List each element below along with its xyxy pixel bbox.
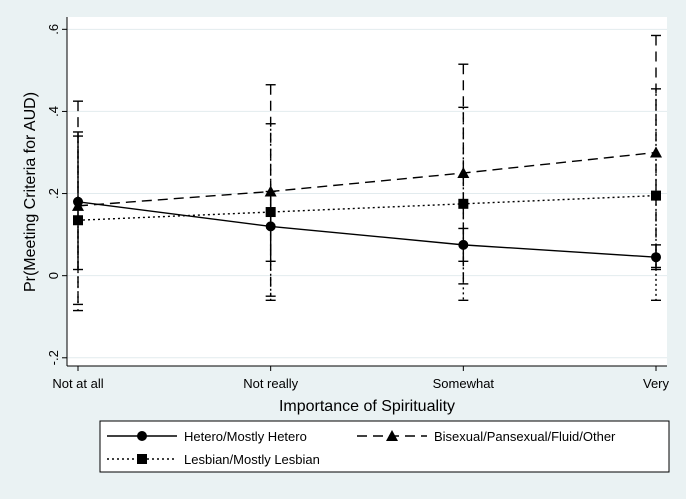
series-2 — [73, 88, 661, 306]
legend-items: Hetero/Mostly Hetero Bisexual/Pansexual/F… — [107, 429, 616, 467]
data-point-2-2 — [458, 198, 469, 209]
x-tick-label-0: Not at all — [52, 376, 103, 391]
plot-area — [67, 17, 667, 366]
y-axis-title: Pr(Meeting Criteria for AUD) — [22, 92, 39, 292]
series-layer — [72, 34, 662, 312]
series-line-1 — [77, 151, 657, 207]
x-tick-label-1: Not really — [243, 376, 298, 391]
legend-item-2: Lesbian/Mostly Lesbian — [107, 452, 320, 467]
y-tick-label-4: .6 — [46, 24, 61, 35]
legend-marker-2 — [137, 454, 147, 464]
data-point-1-0 — [72, 199, 84, 211]
y-tick-label-1: 0 — [46, 272, 61, 279]
series-line-2 — [77, 194, 657, 221]
data-point-0-3 — [651, 252, 661, 263]
y-tick-label-3: .4 — [46, 106, 61, 117]
legend-label-0: Hetero/Mostly Hetero — [184, 429, 307, 444]
data-point-1-3 — [650, 146, 662, 158]
x-axis-title: Importance of Spirituality — [279, 398, 455, 415]
legend-label-2: Lesbian/Mostly Lesbian — [184, 452, 320, 467]
y-tick-label-2: .2 — [46, 188, 61, 199]
legend-marker-0 — [137, 431, 147, 441]
legend-marker-1 — [386, 430, 398, 441]
x-tick-label-3: Very — [643, 376, 670, 391]
grid-layer — [67, 28, 667, 359]
legend-item-0: Hetero/Mostly Hetero — [107, 429, 307, 444]
data-point-2-0 — [73, 215, 83, 226]
x-tick-label-2: Somewhat — [433, 376, 495, 391]
data-point-2-3 — [651, 190, 661, 201]
legend: Hetero/Mostly Hetero Bisexual/Pansexual/F… — [99, 420, 670, 473]
axis-layer: -.2 0 .2 .4 .6 Not at all Not really Somewhat Ve… — [46, 17, 670, 391]
data-point-0-1 — [265, 221, 276, 232]
series-line-0 — [77, 201, 657, 258]
legend-label-1: Bisexual/Pansexual/Fluid/Other — [434, 429, 616, 444]
legend-box — [99, 420, 670, 473]
y-tick-label-0: -.2 — [46, 350, 61, 365]
data-point-1-1 — [264, 185, 277, 197]
legend-item-1: Bisexual/Pansexual/Fluid/Other — [357, 429, 616, 444]
data-point-2-1 — [265, 207, 276, 218]
